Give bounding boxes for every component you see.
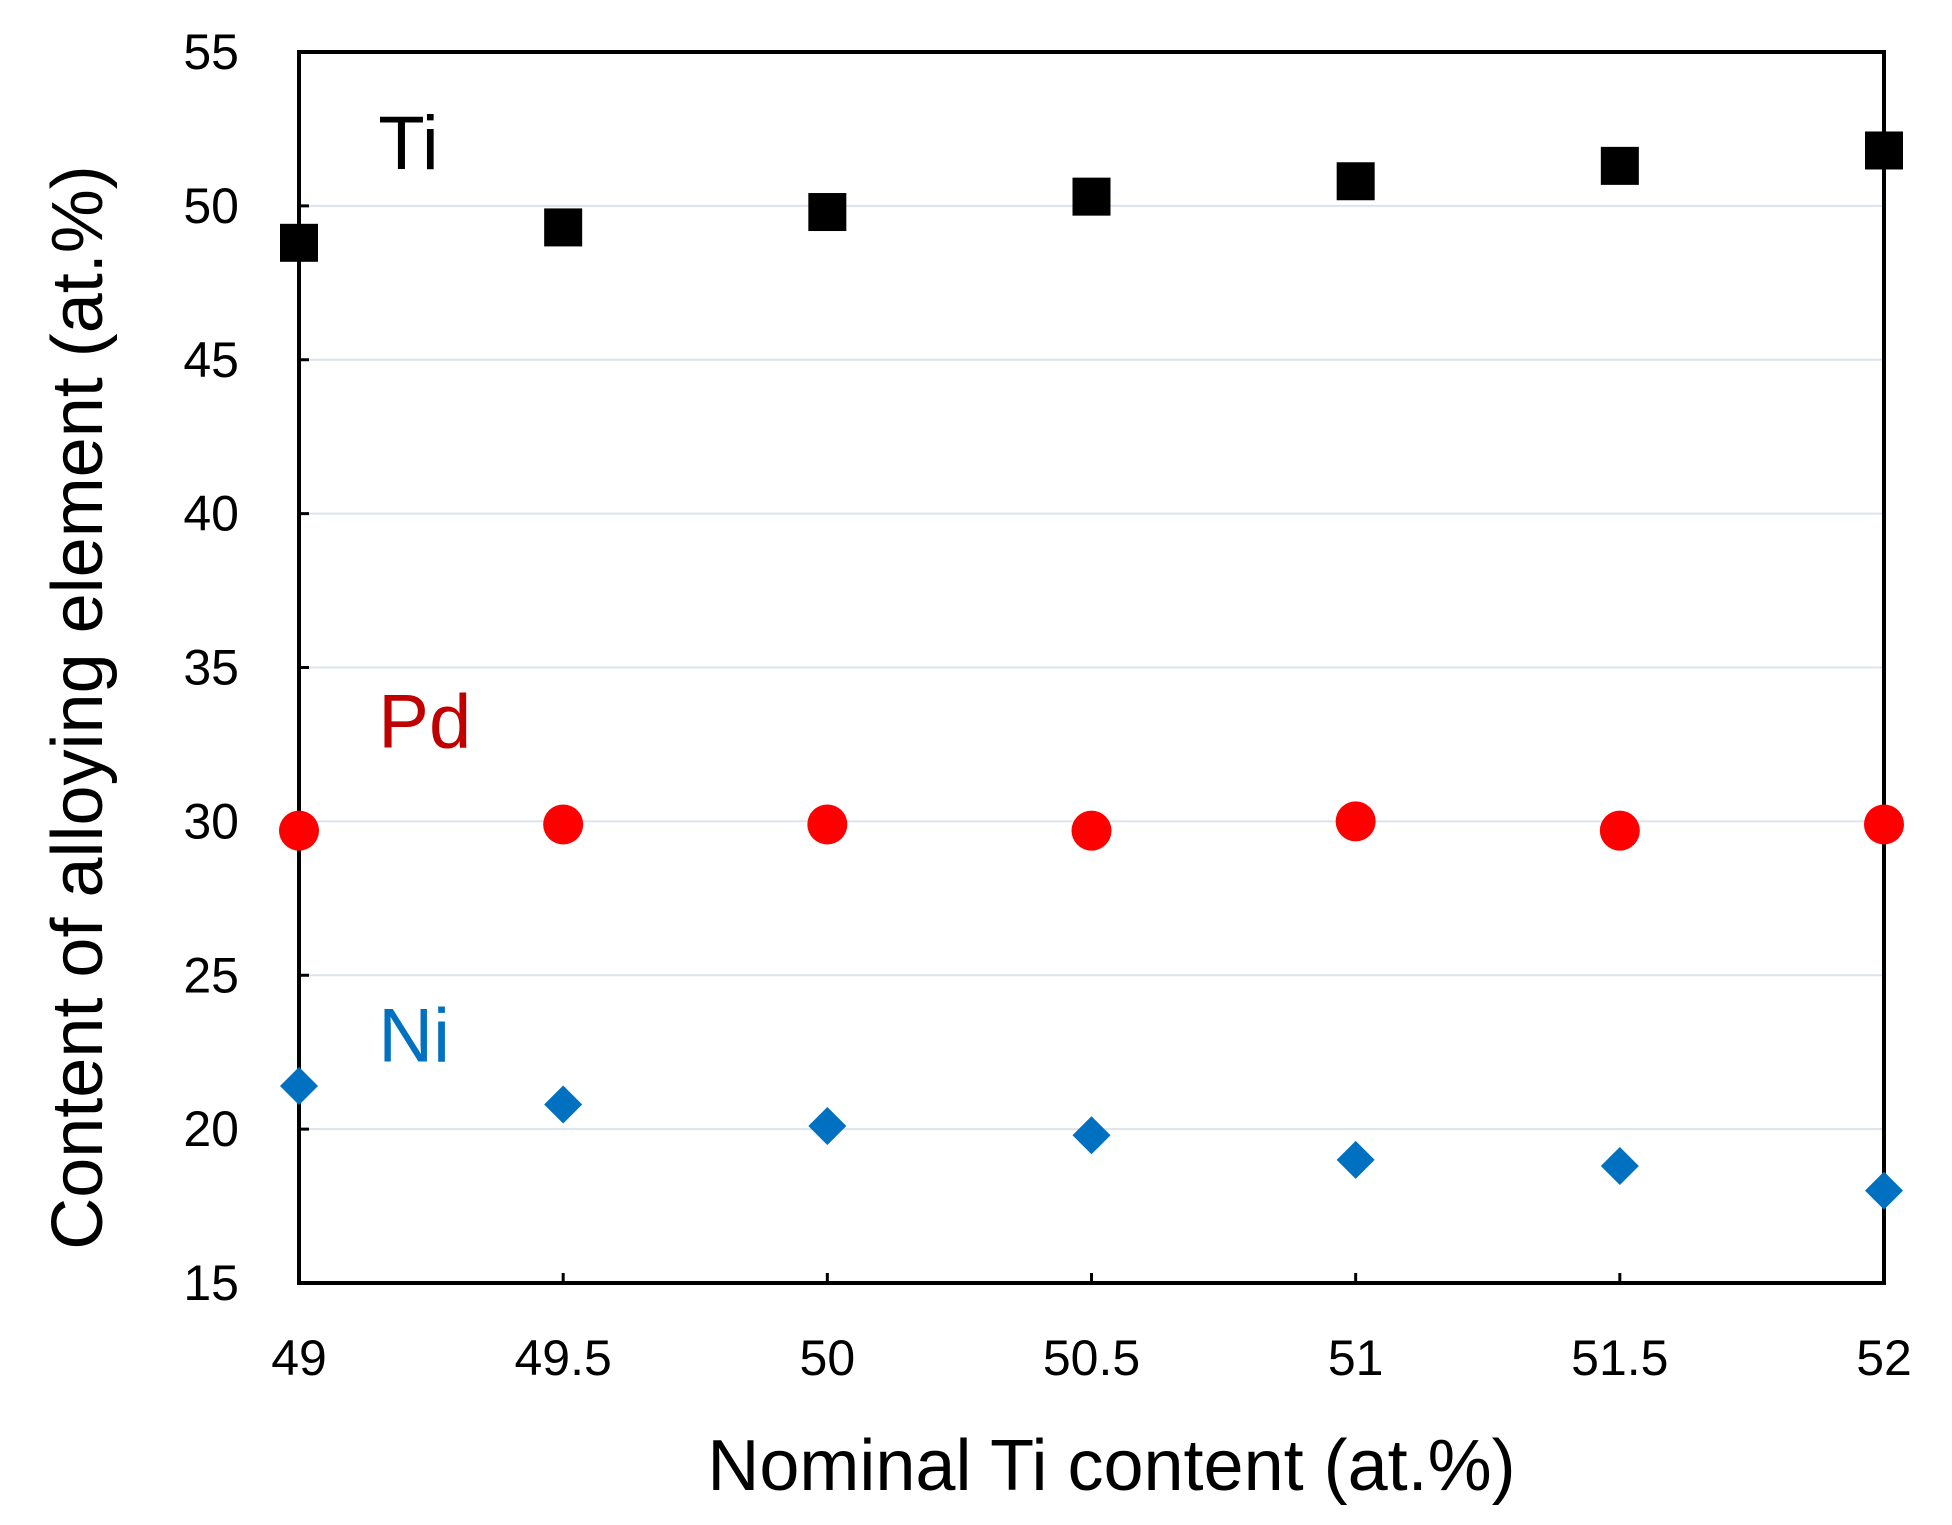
- data-markers: [279, 131, 1904, 1210]
- data-point-pd: [807, 804, 848, 845]
- data-point-ni: [1336, 1140, 1375, 1179]
- y-tick-label: 40: [183, 486, 239, 542]
- x-tick-label: 51.5: [1571, 1330, 1668, 1386]
- series-pd: [279, 801, 1904, 851]
- x-tick-label: 50: [800, 1330, 856, 1386]
- data-point-pd: [1335, 801, 1376, 842]
- y-tick-label: 45: [183, 332, 239, 388]
- series-label-pd: Pd: [378, 680, 471, 765]
- data-point-ni: [808, 1107, 847, 1146]
- data-point-ti: [544, 208, 583, 247]
- x-tick-label: 51: [1328, 1330, 1384, 1386]
- data-point-ti: [808, 193, 847, 232]
- y-tick-label: 35: [183, 640, 239, 696]
- data-point-ti: [1336, 162, 1375, 201]
- y-tick-label: 25: [183, 947, 239, 1003]
- data-point-pd: [1071, 810, 1112, 851]
- x-tick-label: 52: [1856, 1330, 1912, 1386]
- data-point-ti: [1865, 131, 1903, 170]
- series-label-ti: Ti: [378, 101, 439, 186]
- x-tick-label: 50.5: [1043, 1330, 1140, 1386]
- data-point-ti: [1600, 146, 1639, 185]
- y-tick-label: 15: [183, 1255, 239, 1311]
- data-point-pd: [1599, 810, 1640, 851]
- y-tick-label: 55: [183, 24, 239, 80]
- data-point-ni: [1865, 1171, 1903, 1210]
- data-point-ti: [280, 223, 318, 262]
- series-ti: [280, 131, 1903, 262]
- y-tick-label: 20: [183, 1101, 239, 1157]
- data-point-pd: [543, 804, 584, 845]
- x-axis-title: Nominal Ti content (at.%): [707, 1426, 1515, 1506]
- grid-lines: [299, 204, 1884, 1131]
- x-tick-label: 49: [271, 1330, 327, 1386]
- data-point-pd: [279, 810, 319, 851]
- data-point-ni: [544, 1085, 583, 1124]
- x-tick-label: 49.5: [515, 1330, 612, 1386]
- y-axis-title: Content of alloying element (at.%): [38, 165, 118, 1250]
- data-point-ni: [280, 1067, 318, 1106]
- tick-labels: 15 20 25 30 35 40 45 50 55 49 49.5 50 50.5 51 51.5 52: [183, 24, 1911, 1386]
- series-ni: [280, 1067, 1903, 1210]
- y-tick-label: 30: [183, 793, 239, 849]
- data-point-ni: [1600, 1147, 1639, 1186]
- data-point-ni: [1072, 1116, 1111, 1155]
- series-label-ni: Ni: [378, 993, 450, 1078]
- y-tick-label: 50: [183, 178, 239, 234]
- data-point-ti: [1072, 177, 1111, 216]
- series-labels: Ti Pd Ni: [378, 101, 471, 1078]
- data-point-pd: [1864, 804, 1904, 845]
